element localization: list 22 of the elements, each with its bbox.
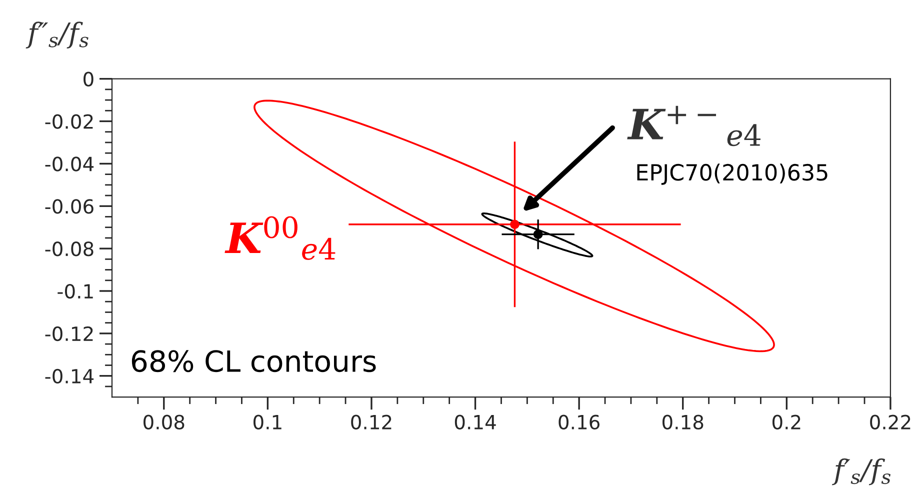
x-tick-label: 0.22 — [870, 414, 910, 430]
annotation: EPJC70(2010)635 — [637, 164, 828, 185]
x-axis-title: f′$_{s}$/f$_{s}$ — [832, 458, 890, 486]
x-tick-label: 0.2 — [772, 414, 800, 430]
y-tick-label: -0.06 — [45, 199, 94, 214]
x-tick-label: 0.16 — [558, 414, 600, 430]
y-tick-label: -0.08 — [45, 242, 94, 256]
annotation: K$^{00}$$_{e4}$ — [224, 216, 336, 260]
y-tick-label: 0 — [84, 72, 94, 86]
y-tick-label: -0.14 — [45, 368, 94, 384]
x-tick-label: 0.18 — [662, 414, 704, 430]
y-axis-title: f″$_{s}$/f$_{s}$ — [26, 22, 88, 49]
x-tick-label: 0.1 — [254, 414, 282, 430]
y-tick-label: -0.1 — [58, 284, 93, 299]
annotation: 68% CL contours — [132, 350, 376, 372]
annotation: K$^{+−}$$_{e4}$ — [627, 106, 760, 146]
x-tick-label: 0.08 — [144, 414, 184, 430]
y-tick-label: -0.04 — [45, 156, 94, 172]
x-tick-label: 0.14 — [454, 414, 496, 430]
y-tick-label: -0.12 — [45, 326, 93, 342]
x-tick-label: 0.12 — [351, 414, 392, 430]
y-tick-label: -0.02 — [45, 114, 93, 129]
